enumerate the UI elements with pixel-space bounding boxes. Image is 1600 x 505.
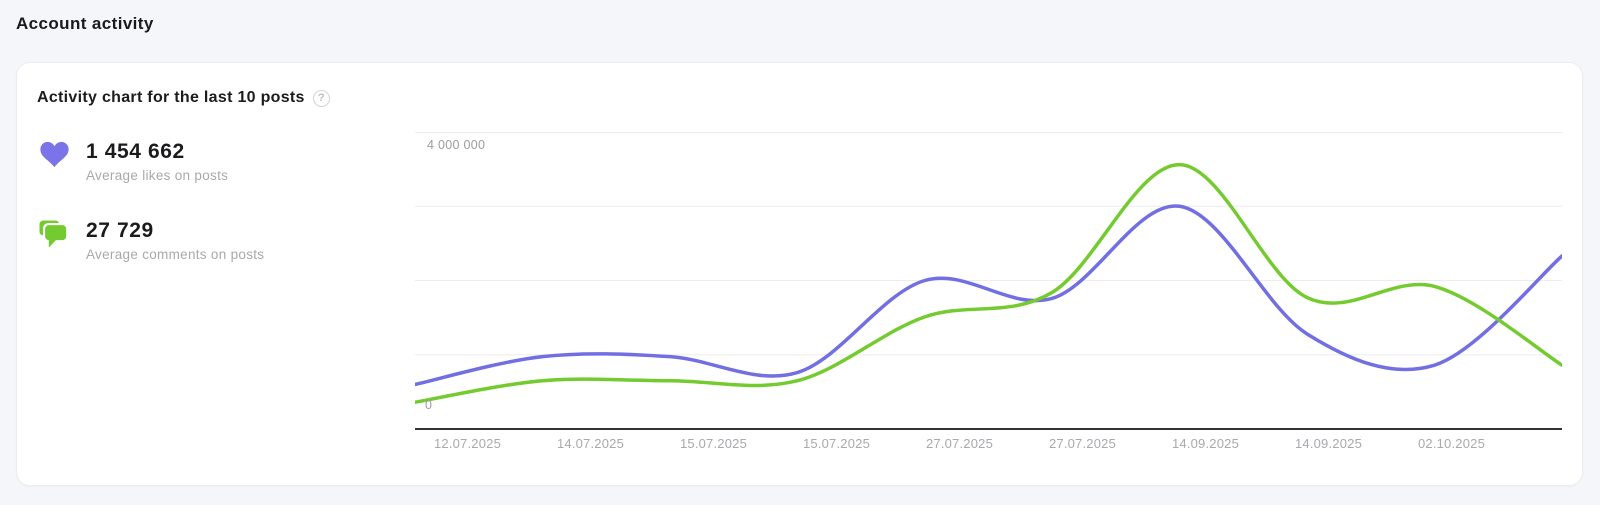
- x-axis-label: 27.07.2025: [1048, 436, 1117, 451]
- card-title-row: Activity chart for the last 10 posts ?: [37, 89, 330, 107]
- card-title: Activity chart for the last 10 posts: [37, 89, 305, 106]
- y-axis-max-label: 4 000 000: [427, 138, 486, 152]
- likes-value: 1 454 662: [86, 140, 185, 163]
- x-axis-label: 12.07.2025: [433, 436, 502, 451]
- x-axis-label: 14.09.2025: [1294, 436, 1363, 451]
- x-axis-label: 15.07.2025: [679, 436, 748, 451]
- likes-label: Average likes on posts: [86, 168, 229, 183]
- activity-card: Activity chart for the last 10 posts ? 1…: [16, 62, 1583, 486]
- comments-icon: [39, 218, 69, 249]
- x-axis-label: 15.07.2025: [802, 436, 871, 451]
- series-line-likes: [415, 204, 1562, 387]
- stat-likes: 1 454 662 Average likes on posts: [39, 139, 228, 183]
- series-line-comments: [415, 162, 1562, 405]
- page-title: Account activity: [16, 14, 154, 33]
- help-icon[interactable]: ?: [312, 89, 330, 107]
- x-axis-labels: 12.07.2025 14.07.2025 15.07.2025 15.07.2025…: [406, 436, 1513, 451]
- comments-value: 27 729: [86, 219, 154, 242]
- x-axis-label: 27.07.2025: [925, 436, 994, 451]
- y-axis-zero-label: 0: [425, 398, 433, 412]
- x-axis-label: 14.07.2025: [556, 436, 625, 451]
- x-axis-label: 14.09.2025: [1171, 436, 1240, 451]
- x-axis-label: 02.10.2025: [1417, 436, 1486, 451]
- activity-chart-svg[interactable]: [415, 132, 1562, 432]
- stat-comments: 27 729 Average comments on posts: [39, 218, 264, 262]
- comments-label: Average comments on posts: [86, 247, 265, 262]
- heart-icon: [39, 139, 69, 168]
